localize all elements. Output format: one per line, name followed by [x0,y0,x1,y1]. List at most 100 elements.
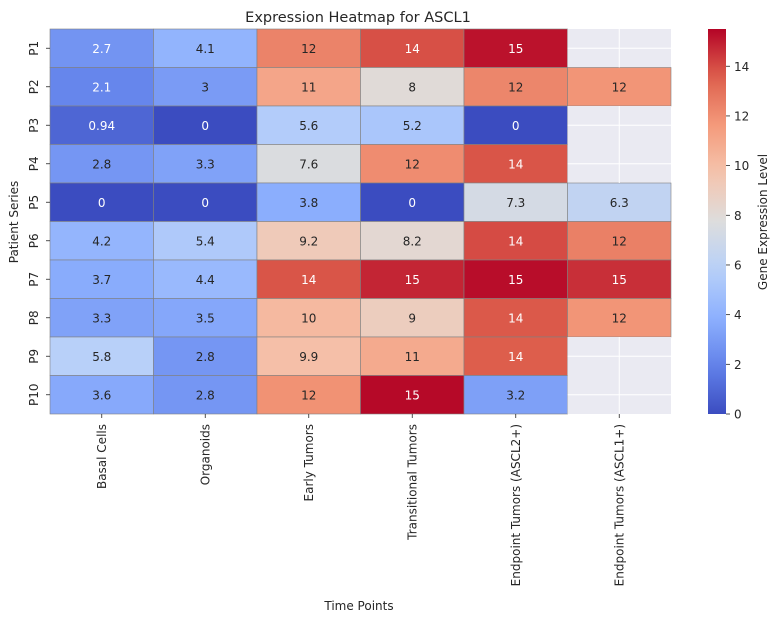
cell-value-label: 9.2 [299,234,318,248]
cell-value-label: 15 [508,42,523,56]
heatmap-cell [49,28,154,68]
cell-value-label: 15 [612,273,627,287]
heatmap-cell [360,28,465,68]
cell-value-label: 14 [301,273,316,287]
cell-value-label: 14 [508,350,523,364]
cell-value-label: 14 [508,157,523,171]
cell-value-label: 4.1 [196,42,215,56]
cell-value-label: 2.8 [196,350,215,364]
heatmap-cell [463,375,568,415]
heatmap-cell [256,259,361,299]
cell-value-label: 8.2 [403,234,422,248]
cell-value-label: 5.6 [299,119,318,133]
heatmap-cell [463,67,568,107]
heatmap-cell [256,221,361,261]
cell-value-label: 12 [301,388,316,402]
cell-value-label: 3.5 [196,311,215,325]
row-tick-label: P10 [27,383,41,406]
colorbar-tick-label: 10 [734,159,749,173]
heatmap-cell [256,298,361,338]
heatmap-cell [49,375,154,415]
row-tick-label: P3 [27,118,41,133]
x-axis-label: Time Points [323,599,393,613]
row-tick-label: P6 [27,233,41,248]
cell-value-label: 6.3 [610,196,629,210]
cell-value-label: 3.8 [299,196,318,210]
cell-value-label: 2.8 [92,157,111,171]
colorbar-tick-label: 8 [734,209,742,223]
cell-value-label: 3.3 [196,157,215,171]
cell-value-label: 2.1 [92,80,111,94]
cell-value-label: 0 [98,196,106,210]
heatmap-cell [463,259,568,299]
column-tick-label: Organoids [198,424,212,485]
column-tick-label: Basal Cells [95,424,109,489]
heatmap-cell [256,182,361,222]
heatmap-cell [153,182,258,222]
cell-value-label: 2.7 [92,42,111,56]
heatmap-cell [153,336,258,376]
heatmap-cell [360,67,465,107]
cell-value-label: 3.2 [506,388,525,402]
cell-value-label: 10 [301,311,316,325]
colorbar-tick-label: 2 [734,358,742,372]
heatmap-cell [463,105,568,145]
heatmap-cell [49,144,154,184]
row-tick-label: P1 [27,41,41,56]
missing-cell-grid [567,29,671,414]
colorbar-gradient [708,29,726,414]
column-tick-label: Endpoint Tumors (ASCL1+) [612,424,626,586]
heatmap-cell [567,182,672,222]
heatmap-cell [360,105,465,145]
heatmap-cell [49,259,154,299]
row-tick-label: P5 [27,195,41,210]
cell-value-label: 11 [405,350,420,364]
cell-value-label: 8 [408,80,416,94]
column-tick-labels: Basal Cells Organoids Early Tumors Transiti… [95,414,626,586]
cell-value-label: 9.9 [299,350,318,364]
heatmap-cell [153,67,258,107]
column-tick-label: Transitional Tumors [405,424,419,541]
colorbar-label: Gene Expression Level [756,154,770,290]
cell-value-label: 0 [512,119,520,133]
colorbar-tick-label: 4 [734,308,742,322]
cell-value-label: 5.2 [403,119,422,133]
column-tick-label: Endpoint Tumors (ASCL2+) [509,424,523,586]
heatmap-cell [463,28,568,68]
row-tick-label: P2 [27,79,41,94]
cell-value-label: 12 [612,234,627,248]
cell-value-label: 12 [612,311,627,325]
heatmap-cell [360,221,465,261]
cell-value-label: 0.94 [88,119,115,133]
heatmap-cell [567,221,672,261]
y-axis-label: Patient Series [7,181,21,264]
cell-value-label: 4.2 [92,234,111,248]
heatmap-cell [463,144,568,184]
chart-title: Expression Heatmap for ASCL1 [245,10,471,26]
cell-value-label: 5.4 [196,234,215,248]
colorbar-tick-label: 12 [734,109,749,123]
cell-value-label: 15 [508,273,523,287]
cell-value-label: 2.8 [196,388,215,402]
heatmap-cell [360,182,465,222]
cell-value-label: 11 [301,80,316,94]
cell-value-labels: 2.7 4.1 12 14 15 2.1 3 11 8 12 12 0.94 0 5.6 5.2 0 2.8 3.… [88,42,628,403]
cell-value-label: 0 [201,196,209,210]
heatmap-cell [153,28,258,68]
row-tick-label: P7 [27,272,41,287]
cell-value-label: 14 [508,311,523,325]
row-tick-label: P4 [27,156,41,171]
row-tick-labels: P1 P2 P3 P4 P5 P6 P7 P8 P9 P10 [27,41,50,406]
heatmap-cell [463,182,568,222]
cell-value-label: 15 [405,388,420,402]
cell-value-label: 7.3 [506,196,525,210]
colorbar-tick-label: 6 [734,258,742,272]
cell-value-label: 0 [201,119,209,133]
heatmap-cell [153,259,258,299]
cell-value-label: 14 [405,42,420,56]
heatmap-cell [49,105,154,145]
cell-value-label: 0 [408,196,416,210]
heatmap-cell [567,298,672,338]
cell-value-label: 7.6 [299,157,318,171]
